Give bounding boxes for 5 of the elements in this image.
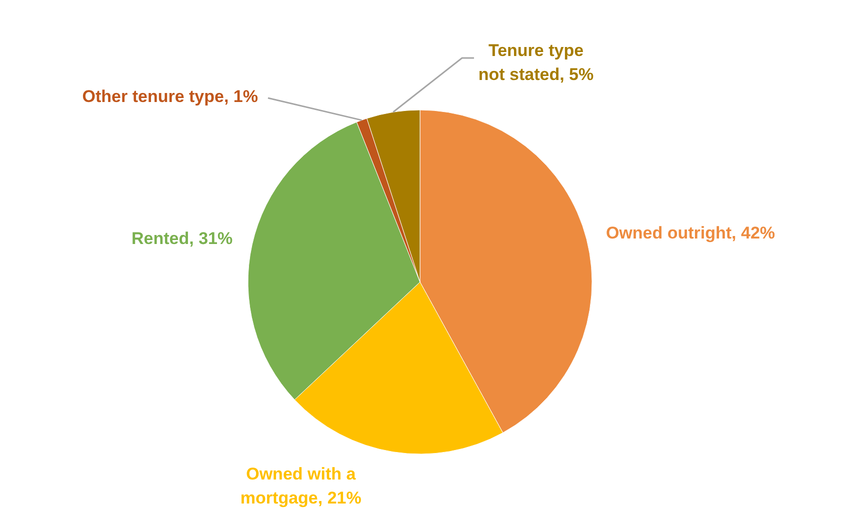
slice-label: Rented, 31% (132, 230, 233, 249)
slice-label: Owned with a mortgage, 21% (240, 465, 362, 508)
slice-label: Owned outright, 42% (606, 224, 776, 243)
slice-label: Other tenure type, 1% (82, 87, 258, 106)
slice-label: Tenure type not stated, 5% (478, 41, 594, 84)
